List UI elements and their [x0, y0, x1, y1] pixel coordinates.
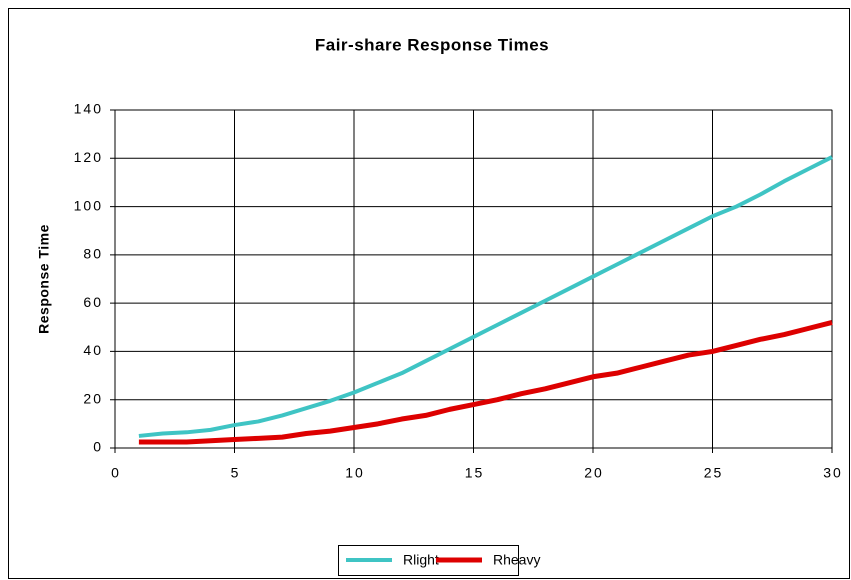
y-tick-label: 0	[93, 439, 103, 455]
x-tick-label: 0	[111, 465, 121, 481]
series-line	[138, 320, 833, 445]
y-tick-label: 60	[83, 294, 103, 310]
series-line	[138, 155, 833, 438]
x-tick-label: 10	[345, 465, 365, 481]
y-tick-label: 40	[83, 342, 103, 358]
x-tick-label: 20	[584, 465, 604, 481]
x-tick-label: 5	[231, 465, 241, 481]
legend-label: Rlight	[403, 552, 439, 568]
y-axis-label: Response Time	[36, 224, 52, 334]
y-tick-label: 20	[83, 390, 103, 406]
x-tick-label: 30	[823, 465, 843, 481]
chart-frame	[8, 8, 850, 579]
x-tick-label: 15	[465, 465, 485, 481]
x-tick-label: 25	[704, 465, 724, 481]
y-tick-label: 120	[74, 149, 103, 165]
y-tick-label: 80	[83, 246, 103, 262]
legend-label: Rheavy	[493, 552, 540, 568]
y-tick-label: 100	[74, 197, 103, 213]
chart-title: Fair-share Response Times	[315, 35, 549, 54]
y-tick-label: 140	[74, 101, 103, 117]
